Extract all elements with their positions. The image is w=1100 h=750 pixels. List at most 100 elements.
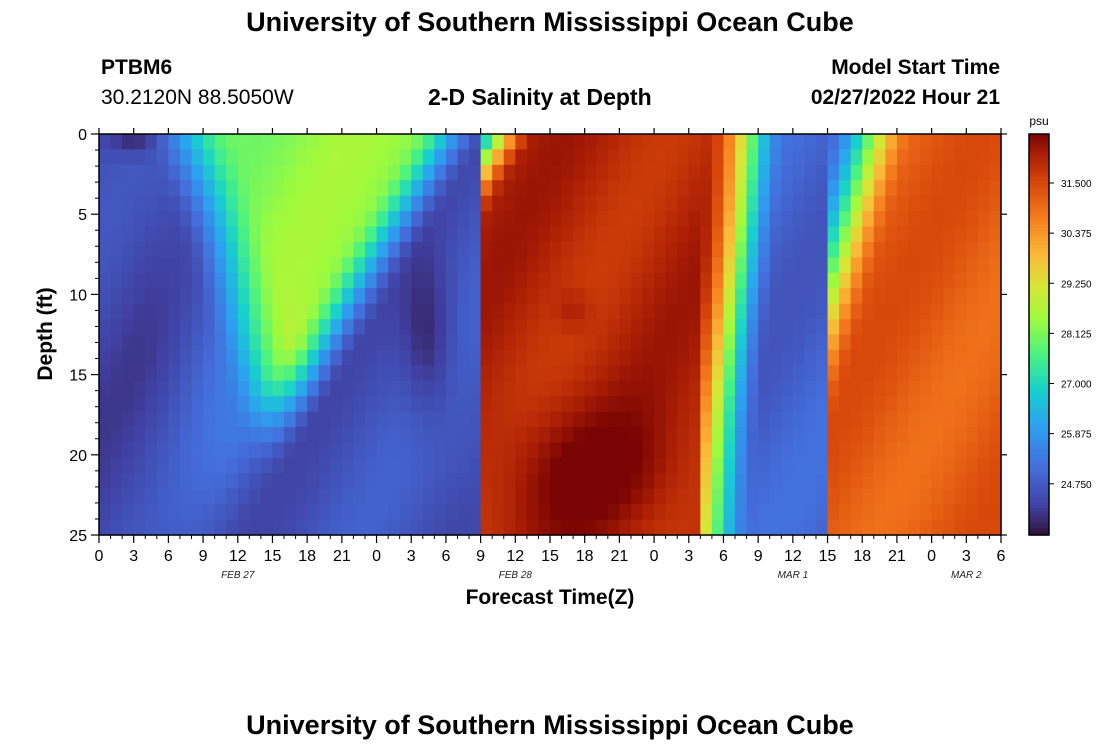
heatmap-cell <box>260 134 274 151</box>
heatmap-cell <box>122 288 135 305</box>
heatmap-cell <box>307 396 320 413</box>
heatmap-cell <box>735 180 748 197</box>
heatmap-cell <box>665 257 678 274</box>
heatmap-cell <box>711 226 725 243</box>
heatmap-cell <box>145 257 158 274</box>
heatmap-cell <box>503 442 516 459</box>
heatmap-cell <box>422 257 435 274</box>
heatmap-cell <box>896 457 910 474</box>
heatmap-cell <box>908 519 921 536</box>
heatmap-cell <box>596 134 609 151</box>
station-id: PTBM6 <box>101 56 173 79</box>
heatmap-cell <box>411 134 424 151</box>
heatmap-cell <box>422 180 435 197</box>
heatmap-cell <box>480 396 493 413</box>
heatmap-cell <box>295 334 308 351</box>
heatmap-cell <box>630 380 644 397</box>
heatmap-cell <box>862 134 875 151</box>
model-start-value: 02/27/2022 Hour 21 <box>810 86 1000 109</box>
heatmap-cell <box>584 180 597 197</box>
heatmap-cell <box>226 180 239 197</box>
heatmap-cell <box>284 303 297 320</box>
heatmap-cell <box>815 442 829 459</box>
heatmap-cell <box>815 473 829 490</box>
heatmap-cell <box>954 226 967 243</box>
heatmap-cell <box>99 442 112 459</box>
heatmap-cell <box>550 488 563 505</box>
heatmap-cell <box>920 257 933 274</box>
heatmap-cell <box>307 504 320 521</box>
heatmap-cell <box>665 134 678 151</box>
heatmap-cell <box>584 303 597 320</box>
heatmap-cell <box>538 211 551 228</box>
heatmap-cell <box>804 457 817 474</box>
heatmap-cell <box>550 427 563 444</box>
heatmap-cell <box>792 195 806 212</box>
heatmap-cell <box>110 164 123 181</box>
heatmap-cell <box>318 319 331 336</box>
heatmap-cell <box>272 211 285 228</box>
heatmap-cell <box>445 457 459 474</box>
heatmap-cell <box>943 334 956 351</box>
heatmap-cell <box>550 211 563 228</box>
heatmap-cell <box>677 257 690 274</box>
heatmap-cell <box>943 303 956 320</box>
heatmap-cell <box>966 411 979 428</box>
heatmap-cell <box>318 473 331 490</box>
heatmap-cell <box>677 396 690 413</box>
heatmap-cell <box>677 365 690 382</box>
heatmap-cell <box>272 319 285 336</box>
colorbar-segment <box>1029 154 1049 158</box>
heatmap-cell <box>353 303 366 320</box>
heatmap-cell <box>966 427 979 444</box>
heatmap-cell <box>850 519 863 536</box>
heatmap-cell <box>168 164 181 181</box>
heatmap-cell <box>896 519 910 536</box>
heatmap-cell <box>179 457 193 474</box>
heatmap-cell <box>434 396 447 413</box>
heatmap-cell <box>168 442 181 459</box>
heatmap-cell <box>573 134 586 151</box>
heatmap-cell <box>700 427 713 444</box>
heatmap-cell <box>735 319 748 336</box>
heatmap-cell <box>469 319 482 336</box>
heatmap-cell <box>711 334 725 351</box>
heatmap-cell <box>700 504 713 521</box>
heatmap-cell <box>607 149 620 166</box>
heatmap-cell <box>654 334 667 351</box>
heatmap-cell <box>561 334 574 351</box>
heatmap-cell <box>688 303 701 320</box>
heatmap-cell <box>735 365 748 382</box>
heatmap-cell <box>237 519 250 536</box>
heatmap-cell <box>607 288 620 305</box>
heatmap-cell <box>307 272 320 289</box>
heatmap-cell <box>515 457 528 474</box>
heatmap-cell <box>630 457 644 474</box>
heatmap-cell <box>295 226 308 243</box>
heatmap-cell <box>133 380 146 397</box>
heatmap-cell <box>584 442 597 459</box>
heatmap-cell <box>977 241 991 258</box>
heatmap-cell <box>862 457 875 474</box>
heatmap-cell <box>873 334 886 351</box>
heatmap-cell <box>411 457 424 474</box>
heatmap-cell <box>179 504 193 521</box>
heatmap-cell <box>110 349 123 366</box>
heatmap-cell <box>445 519 459 536</box>
heatmap-cell <box>364 380 378 397</box>
heatmap-cell <box>896 195 910 212</box>
heatmap-cell <box>885 365 898 382</box>
heatmap-cell <box>573 519 586 536</box>
heatmap-cell <box>191 411 204 428</box>
heatmap-cell <box>179 257 193 274</box>
heatmap-cell <box>931 303 944 320</box>
heatmap-cell <box>677 211 690 228</box>
heatmap-cell <box>191 519 204 536</box>
heatmap-cell <box>746 241 759 258</box>
heatmap-cell <box>422 303 435 320</box>
heatmap-cell <box>584 149 597 166</box>
colorbar-tick-label: 31.500 <box>1061 179 1092 190</box>
heatmap-cell <box>480 211 493 228</box>
heatmap-cell <box>700 473 713 490</box>
heatmap-cell <box>353 334 366 351</box>
